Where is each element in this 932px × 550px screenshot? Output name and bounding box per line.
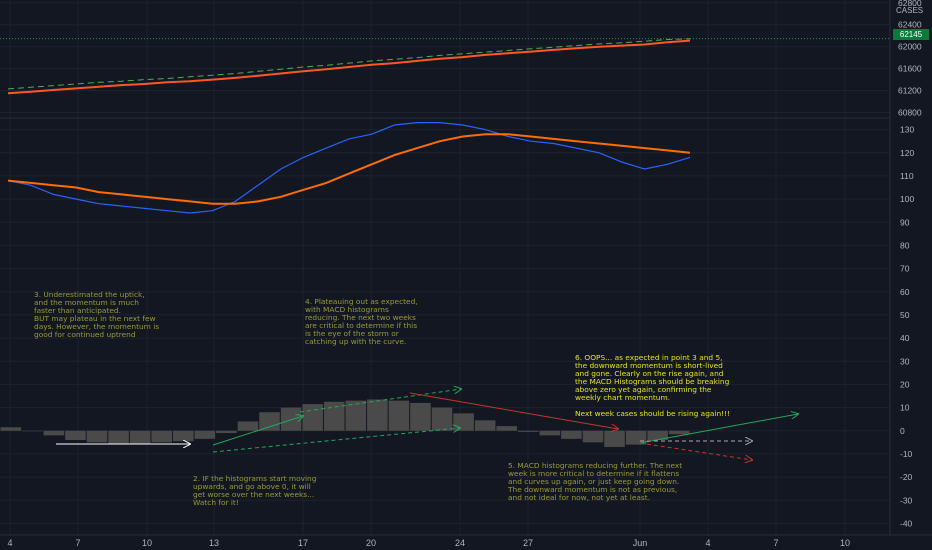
price-y-axis[interactable]: 60800 61200 61600 62000 62400 62800	[898, 0, 922, 118]
histogram-bar	[65, 430, 86, 441]
histogram-bar	[410, 402, 431, 431]
price-tick-label: 62400	[898, 20, 922, 30]
macd-tick-label: 80	[900, 240, 910, 250]
green-arrow	[639, 414, 798, 444]
annotation-note-4: 4. Plateauing out as expected, with MACD…	[305, 297, 418, 346]
annotation-note-2: 2. IF the histograms start moving upward…	[193, 474, 317, 507]
histogram-bar	[323, 401, 345, 431]
price-tick-label: 62000	[898, 42, 922, 52]
histogram-bar	[280, 407, 302, 431]
time-x-axis[interactable]: 4 7 10 13 17 20 24 27 Jun 4 7 10	[7, 538, 850, 548]
x-tick-label: 27	[523, 538, 533, 548]
histogram-bar	[518, 430, 539, 432]
histogram-bar	[86, 430, 108, 443]
x-tick-label: 13	[209, 538, 219, 548]
x-tick-label: Jun	[633, 538, 648, 548]
red-dashed-arrow	[639, 442, 752, 460]
annotation-note-3: 3. Underestimated the uptick, and the mo…	[34, 290, 160, 339]
x-tick-label: 10	[840, 538, 850, 548]
histogram-bar	[151, 430, 172, 443]
macd-tick-label: 110	[900, 171, 914, 181]
macd-tick-label: -30	[900, 495, 913, 505]
histogram-bar	[668, 430, 690, 435]
histogram-bar	[302, 404, 323, 431]
green-dashed-arrow	[299, 389, 461, 413]
price-tick-label: 62800	[898, 0, 922, 8]
histogram-bar	[259, 412, 280, 431]
macd-tick-label: 10	[900, 403, 910, 413]
price-tick-label: 61600	[898, 64, 922, 74]
macd-tick-label: 70	[900, 264, 910, 274]
macd-tick-label: 100	[900, 194, 914, 204]
macd-line	[7, 121, 691, 214]
trend-arrows	[56, 389, 798, 460]
macd-tick-label: 60	[900, 287, 910, 297]
histogram-bar	[367, 399, 388, 431]
annotation-note-6: 6. OOPS... as expected in point 3 and 5,…	[575, 353, 731, 418]
x-tick-label: 4	[7, 538, 12, 548]
price-series	[7, 39, 691, 95]
x-tick-label: 17	[298, 538, 308, 548]
histogram-bar	[474, 420, 496, 431]
x-tick-label: 24	[455, 538, 465, 548]
histogram-bar	[216, 430, 237, 434]
histogram-bar	[604, 430, 625, 447]
histogram-bar	[496, 426, 517, 431]
x-tick-label: 7	[75, 538, 80, 548]
price-dashed-series	[7, 38, 691, 90]
macd-tick-label: -10	[900, 449, 913, 459]
macd-tick-label: 40	[900, 333, 910, 343]
histogram-bar	[173, 430, 194, 442]
histogram-bar	[129, 430, 151, 444]
histogram-bar	[561, 430, 582, 439]
price-tick-label: 60800	[898, 108, 922, 118]
red-arrow	[409, 392, 618, 429]
price-tick-label: 61200	[898, 86, 922, 96]
macd-panel[interactable]	[0, 121, 691, 447]
histogram-bar	[0, 427, 22, 431]
macd-tick-label: 120	[900, 148, 914, 158]
x-tick-label: 7	[773, 538, 778, 548]
macd-tick-label: 130	[900, 125, 914, 135]
histogram-bar	[194, 430, 216, 439]
macd-tick-label: 90	[900, 217, 910, 227]
last-price-tag: 62145	[893, 29, 929, 40]
green-dashed-arrow	[212, 428, 460, 453]
histogram-bar	[647, 430, 668, 441]
macd-tick-label: 20	[900, 379, 910, 389]
macd-tick-label: 0	[900, 426, 905, 436]
macd-tick-label: 50	[900, 310, 910, 320]
histogram-bar	[431, 407, 453, 431]
price-panel[interactable]	[0, 38, 890, 95]
histogram-bar	[345, 400, 367, 431]
grid	[0, 0, 890, 535]
histogram-bar	[388, 400, 410, 431]
histogram-bar	[237, 421, 259, 431]
histogram-bar	[453, 413, 474, 431]
histogram-bar	[539, 430, 561, 436]
annotation-note-5: 5. MACD histograms reducing further. The…	[508, 461, 683, 502]
histogram-bar	[582, 430, 604, 443]
histogram-bar	[43, 430, 65, 436]
x-tick-label: 4	[705, 538, 710, 548]
macd-tick-label: -40	[900, 518, 913, 528]
x-tick-label: 10	[142, 538, 152, 548]
signal-line	[7, 133, 691, 205]
histogram-bar	[108, 430, 129, 444]
macd-tick-label: 30	[900, 356, 910, 366]
green-arrow	[212, 416, 303, 446]
symbol-label: CASES	[896, 6, 924, 15]
histogram-bar	[22, 430, 43, 432]
x-tick-label: 20	[366, 538, 376, 548]
macd-y-axis[interactable]: -40 -30 -20 -10 0 10 20 30 40 50 60 70 80 90 100 110 120…	[900, 125, 914, 529]
macd-tick-label: -20	[900, 472, 913, 482]
